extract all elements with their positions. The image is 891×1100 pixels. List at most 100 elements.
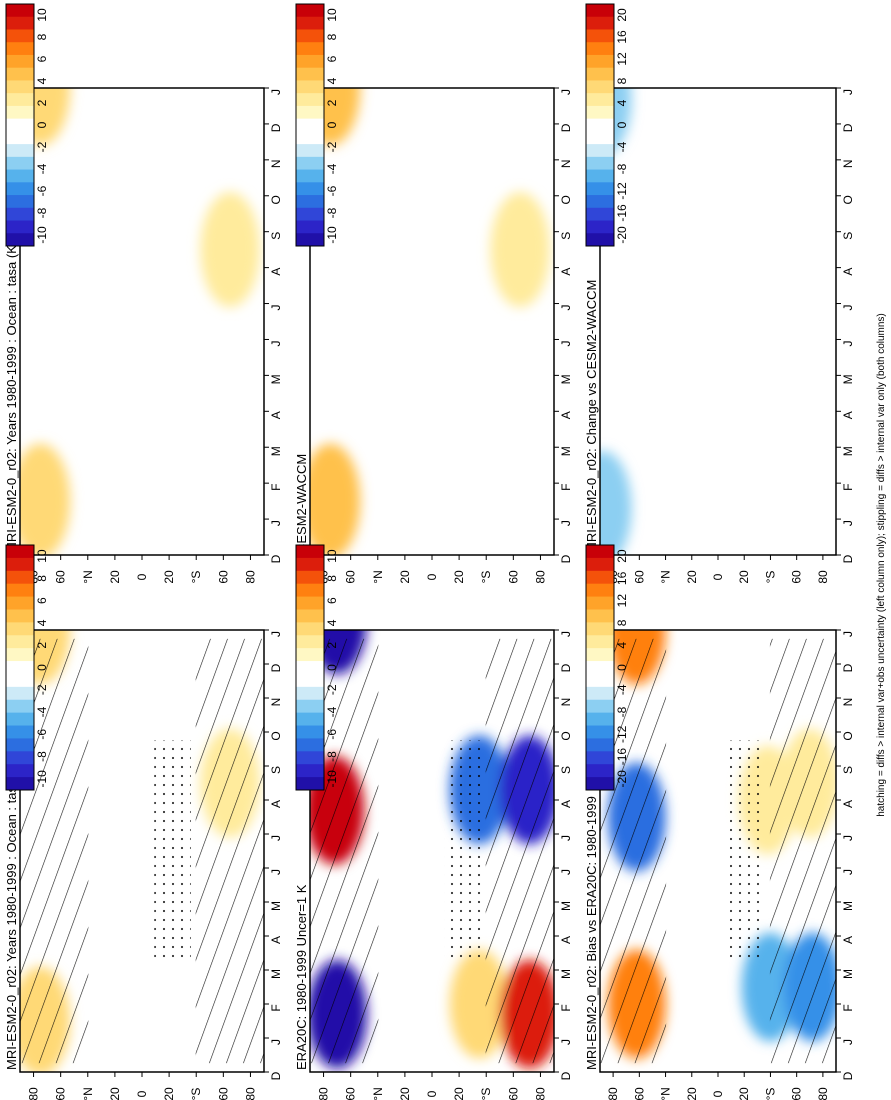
month-tick-label: O	[269, 731, 283, 740]
colorbar-swatch	[586, 182, 614, 196]
month-tick-label: A	[559, 800, 573, 808]
colorbar-tick-label: 4	[615, 642, 629, 649]
lat-tick-label: 0	[425, 573, 439, 580]
month-tick-label: O	[269, 195, 283, 204]
colorbar-swatch	[6, 583, 34, 598]
colorbar-swatch	[586, 661, 614, 675]
colorbar-tick-label: -4	[35, 163, 49, 174]
colorbar-tick-label: 8	[615, 77, 629, 84]
colorbar-swatch	[296, 207, 324, 222]
colorbar-tick-label: 20	[615, 549, 629, 563]
month-tick-label: A	[841, 411, 855, 419]
colorbar-swatch	[586, 131, 614, 145]
month-tick-label: F	[269, 1004, 283, 1011]
colorbar-tick-label: -10	[325, 226, 339, 244]
lat-tick-label: °S	[763, 1088, 777, 1100]
colorbar-swatch	[6, 609, 34, 623]
colorbar-tick-label: 12	[615, 594, 629, 608]
lat-tick-label: 80	[27, 1087, 41, 1100]
month-tick-label: M	[841, 901, 855, 911]
month-tick-label: J	[841, 631, 855, 637]
colorbar-swatch	[296, 545, 324, 559]
colorbar-tick-label: -12	[615, 182, 629, 200]
colorbar-tick-label: 0	[325, 664, 339, 671]
colorbar-swatch	[586, 118, 614, 132]
colorbar-swatch	[6, 622, 34, 636]
colorbar-swatch	[586, 80, 614, 94]
month-tick-label: D	[559, 1071, 573, 1080]
colorbar-tick-label: -20	[615, 226, 629, 244]
month-tick-label: D	[841, 554, 855, 563]
colorbar-swatch	[6, 195, 34, 209]
colorbar-swatch	[6, 54, 34, 69]
colorbar-swatch	[296, 764, 324, 778]
month-tick-label: J	[269, 869, 283, 875]
data-region-0	[600, 450, 632, 555]
colorbar-tick-label: 0	[325, 121, 339, 128]
colorbar-swatch	[296, 622, 324, 636]
colorbar-swatch	[296, 583, 324, 598]
lat-tick-label: 20	[737, 1087, 751, 1100]
month-tick-label: D	[269, 123, 283, 132]
colorbar: 20 16 12 8 4 0 -4 -8 -12 -16 -20	[585, 3, 629, 247]
colorbar-swatch	[586, 207, 614, 222]
month-tick-label: S	[559, 766, 573, 774]
lat-tick-label: 80	[533, 570, 547, 584]
colorbar-swatch	[6, 105, 34, 120]
month-tick-label: J	[841, 1039, 855, 1045]
colorbar-swatch	[296, 699, 324, 714]
lat-tick-label: 80	[816, 1087, 830, 1100]
month-tick-label: J	[269, 631, 283, 637]
month-tick-label: M	[559, 901, 573, 911]
colorbar-tick-label: -2	[325, 684, 339, 695]
month-tick-label: D	[841, 663, 855, 672]
colorbar-swatch	[586, 93, 614, 107]
colorbar-swatch	[296, 156, 324, 171]
colorbar-swatch	[586, 557, 614, 572]
colorbar-tick-label: 2	[35, 99, 49, 106]
colorbar-swatch	[6, 596, 34, 610]
colorbar-swatch	[586, 777, 614, 791]
colorbar-tick-label: -4	[35, 706, 49, 717]
colorbar-swatch	[586, 4, 614, 18]
colorbar-tick-label: -16	[615, 204, 629, 222]
colorbar-swatch	[296, 80, 324, 94]
colorbar-swatch	[296, 777, 324, 791]
month-tick-label: F	[841, 1004, 855, 1011]
lat-tick-label: °N	[371, 570, 385, 583]
colorbar-swatch	[586, 622, 614, 636]
colorbar: 10 8 6 4 2 0 -2 -4 -6 -8 -10	[295, 3, 339, 247]
panel-title: MRI-ESM2-0_r02: Years 1980-1999 : Ocean …	[4, 241, 19, 553]
colorbar-swatch	[6, 699, 34, 714]
colorbar-swatch	[6, 751, 34, 765]
panel-title: ERA20C: 1980-1999 Uncer=1 K	[294, 884, 309, 1070]
lat-tick-label: 20	[108, 570, 122, 584]
colorbar-tick-label: 2	[325, 99, 339, 106]
panel-p2: DJFMAMJJASONDJ8060°N20020°S6080MRI-ESM2-…	[4, 87, 283, 584]
month-tick-label: S	[269, 766, 283, 774]
colorbar-tick-label: -6	[35, 729, 49, 740]
colorbar-tick-label: 16	[615, 30, 629, 44]
colorbar-frame	[5, 544, 35, 791]
lat-tick-label: °N	[81, 570, 95, 583]
colorbar-frame	[295, 3, 325, 247]
colorbar-tick-label: -8	[325, 207, 339, 218]
colorbar-tick-label: 4	[35, 619, 49, 626]
colorbar-swatch	[586, 635, 614, 649]
colorbar-tick-label: 6	[325, 55, 339, 62]
month-tick-label: M	[841, 446, 855, 456]
colorbar-tick-label: 10	[35, 8, 49, 22]
colorbar-swatch	[296, 29, 324, 43]
lat-tick-label: 20	[108, 1087, 122, 1100]
colorbar-tick-label: -4	[615, 684, 629, 695]
colorbar-swatch	[586, 169, 614, 183]
month-tick-label: S	[841, 232, 855, 240]
colorbar-swatch	[296, 144, 324, 158]
colorbar: 20 16 12 8 4 0 -4 -8 -12 -16 -20	[585, 544, 629, 791]
lat-tick-label: °N	[81, 1087, 95, 1100]
colorbar-swatch	[296, 16, 324, 30]
colorbar-tick-label: -4	[325, 163, 339, 174]
colorbar-tick-label: -8	[35, 207, 49, 218]
colorbar-swatch	[6, 764, 34, 778]
